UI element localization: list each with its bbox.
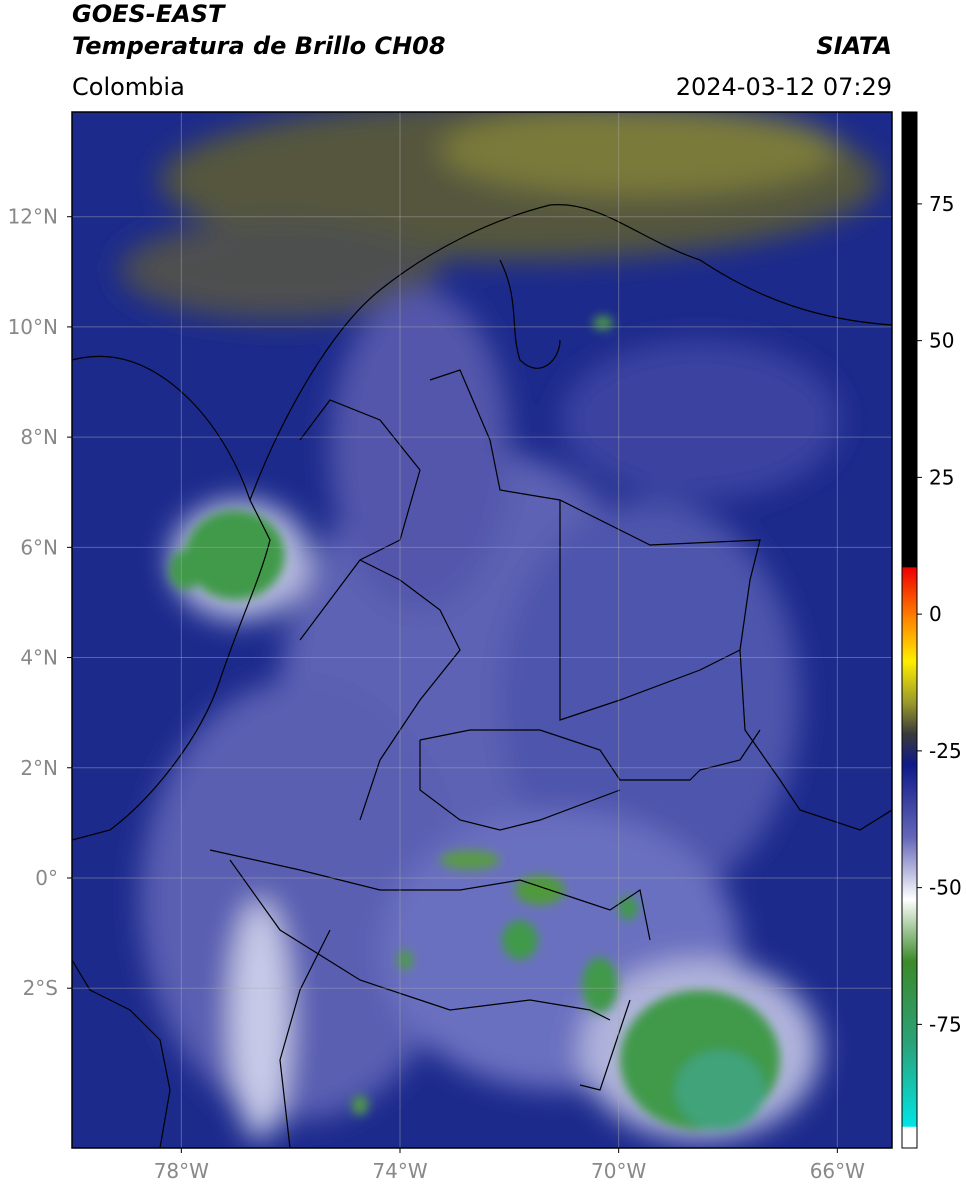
colorbar-tick-label: -50: [929, 876, 962, 900]
lat-tick-label: 10°N: [8, 315, 58, 339]
lon-tick-label: 66°W: [810, 1159, 865, 1183]
lat-tick-label: 2°N: [20, 756, 58, 780]
lat-tick-label: 12°N: [8, 205, 58, 229]
lon-tick-label: 74°W: [372, 1159, 427, 1183]
lat-tick-label: 6°N: [20, 535, 58, 559]
title: GOES-EAST: [72, 0, 226, 28]
colorbar-tick-label: 50: [929, 329, 954, 353]
lat-tick-label: 2°S: [23, 976, 58, 1000]
colorbar-tick-label: 25: [929, 465, 954, 489]
lon-tick-label: 70°W: [591, 1159, 646, 1183]
map-frame: [71, 111, 893, 1149]
lat-tick-label: 0°: [35, 866, 58, 890]
colorbar-tick-label: 75: [929, 192, 954, 216]
lat-tick-label: 8°N: [20, 425, 58, 449]
colorbar: [901, 111, 918, 1149]
datetime: 2024-03-12 07:29: [676, 73, 892, 101]
colorbar-tick-label: 0: [929, 602, 942, 626]
lon-tick-label: 78°W: [154, 1159, 209, 1183]
lat-tick-label: 4°N: [20, 646, 58, 670]
region: Colombia: [72, 73, 185, 101]
source: SIATA: [816, 32, 892, 60]
colorbar-tick-label: -75: [929, 1012, 962, 1036]
colorbar-tick-label: -25: [929, 739, 962, 763]
subtitle: Temperatura de Brillo CH08: [72, 32, 446, 60]
satellite-image: [72, 112, 892, 1148]
